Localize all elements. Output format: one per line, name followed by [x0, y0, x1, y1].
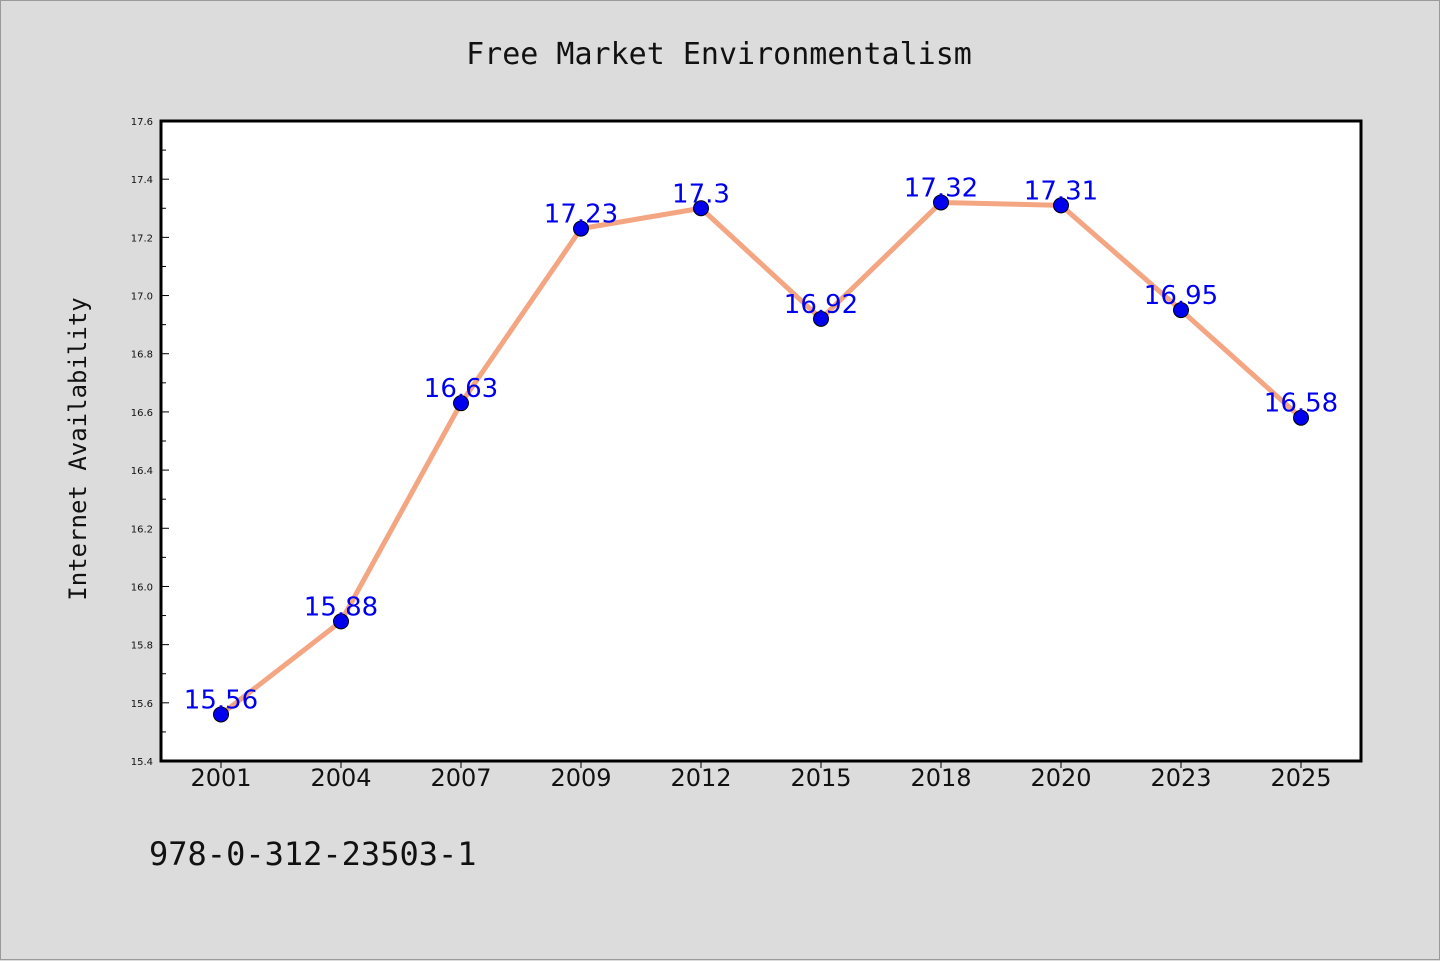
series-line	[219, 199, 1303, 717]
x-tick-label: 2009	[550, 764, 611, 792]
x-tick-label: 2012	[670, 764, 731, 792]
data-label: 16.92	[784, 290, 858, 320]
y-axis: 15.4 15.6 15.8 16.0 16.2 16.4 16.6 16.8 17.0 17.2…	[131, 117, 169, 768]
y-tick-label: 15.8	[131, 641, 153, 652]
data-point	[213, 706, 229, 723]
data-labels: 15.56 15.88 16.63 17.23 17.3 16.92 17.32 17.31 1…	[184, 173, 1338, 715]
data-label: 15.88	[304, 592, 378, 622]
y-tick-label: 17.6	[131, 117, 153, 128]
data-label: 17.32	[904, 173, 978, 203]
data-point	[1293, 409, 1309, 426]
y-axis-label: Internet Availability	[64, 297, 92, 600]
chart-title: Free Market Environmentalism	[466, 37, 972, 72]
data-point	[693, 200, 709, 217]
data-point	[333, 613, 349, 630]
data-point	[453, 395, 469, 412]
data-label: 16.95	[1144, 281, 1218, 311]
x-tick-label: 2001	[190, 764, 251, 792]
data-label: 15.56	[184, 685, 258, 715]
data-point	[1053, 197, 1069, 214]
x-tick-label: 2023	[1150, 764, 1211, 792]
y-tick-label: 17.0	[131, 292, 153, 303]
y-tick-label: 16.4	[131, 466, 153, 477]
y-tick-label: 17.2	[131, 233, 153, 244]
x-tick-label: 2015	[790, 764, 851, 792]
data-label: 16.58	[1264, 389, 1338, 419]
y-tick-label: 16.2	[131, 524, 153, 535]
x-tick-label: 2007	[430, 764, 491, 792]
footer-code: 978-0-312-23503-1	[149, 835, 477, 873]
x-tick-label: 2004	[310, 764, 371, 792]
data-point	[813, 310, 829, 327]
y-tick-label: 16.6	[131, 408, 153, 419]
y-tick-label: 15.6	[131, 699, 153, 710]
x-tick-label: 2018	[910, 764, 971, 792]
plot-area	[161, 121, 1361, 761]
data-label: 17.23	[544, 200, 618, 230]
y-tick-label: 16.8	[131, 350, 153, 361]
x-axis: 2001 2004 2007 2009 2012 2015 2018 2020 2023 2025	[190, 761, 1332, 792]
data-label: 16.63	[424, 374, 498, 404]
y-tick-label: 16.0	[131, 582, 153, 593]
data-markers	[213, 194, 1309, 723]
data-label: 17.31	[1024, 176, 1098, 206]
plot-border	[159, 119, 1363, 763]
data-point	[933, 194, 949, 211]
data-point	[1173, 302, 1189, 319]
x-tick-label: 2025	[1270, 764, 1331, 792]
data-label: 17.3	[672, 179, 730, 209]
x-tick-label: 2020	[1030, 764, 1091, 792]
data-point	[573, 220, 589, 237]
y-tick-label: 17.4	[131, 175, 153, 186]
y-tick-label: 15.4	[131, 757, 153, 768]
